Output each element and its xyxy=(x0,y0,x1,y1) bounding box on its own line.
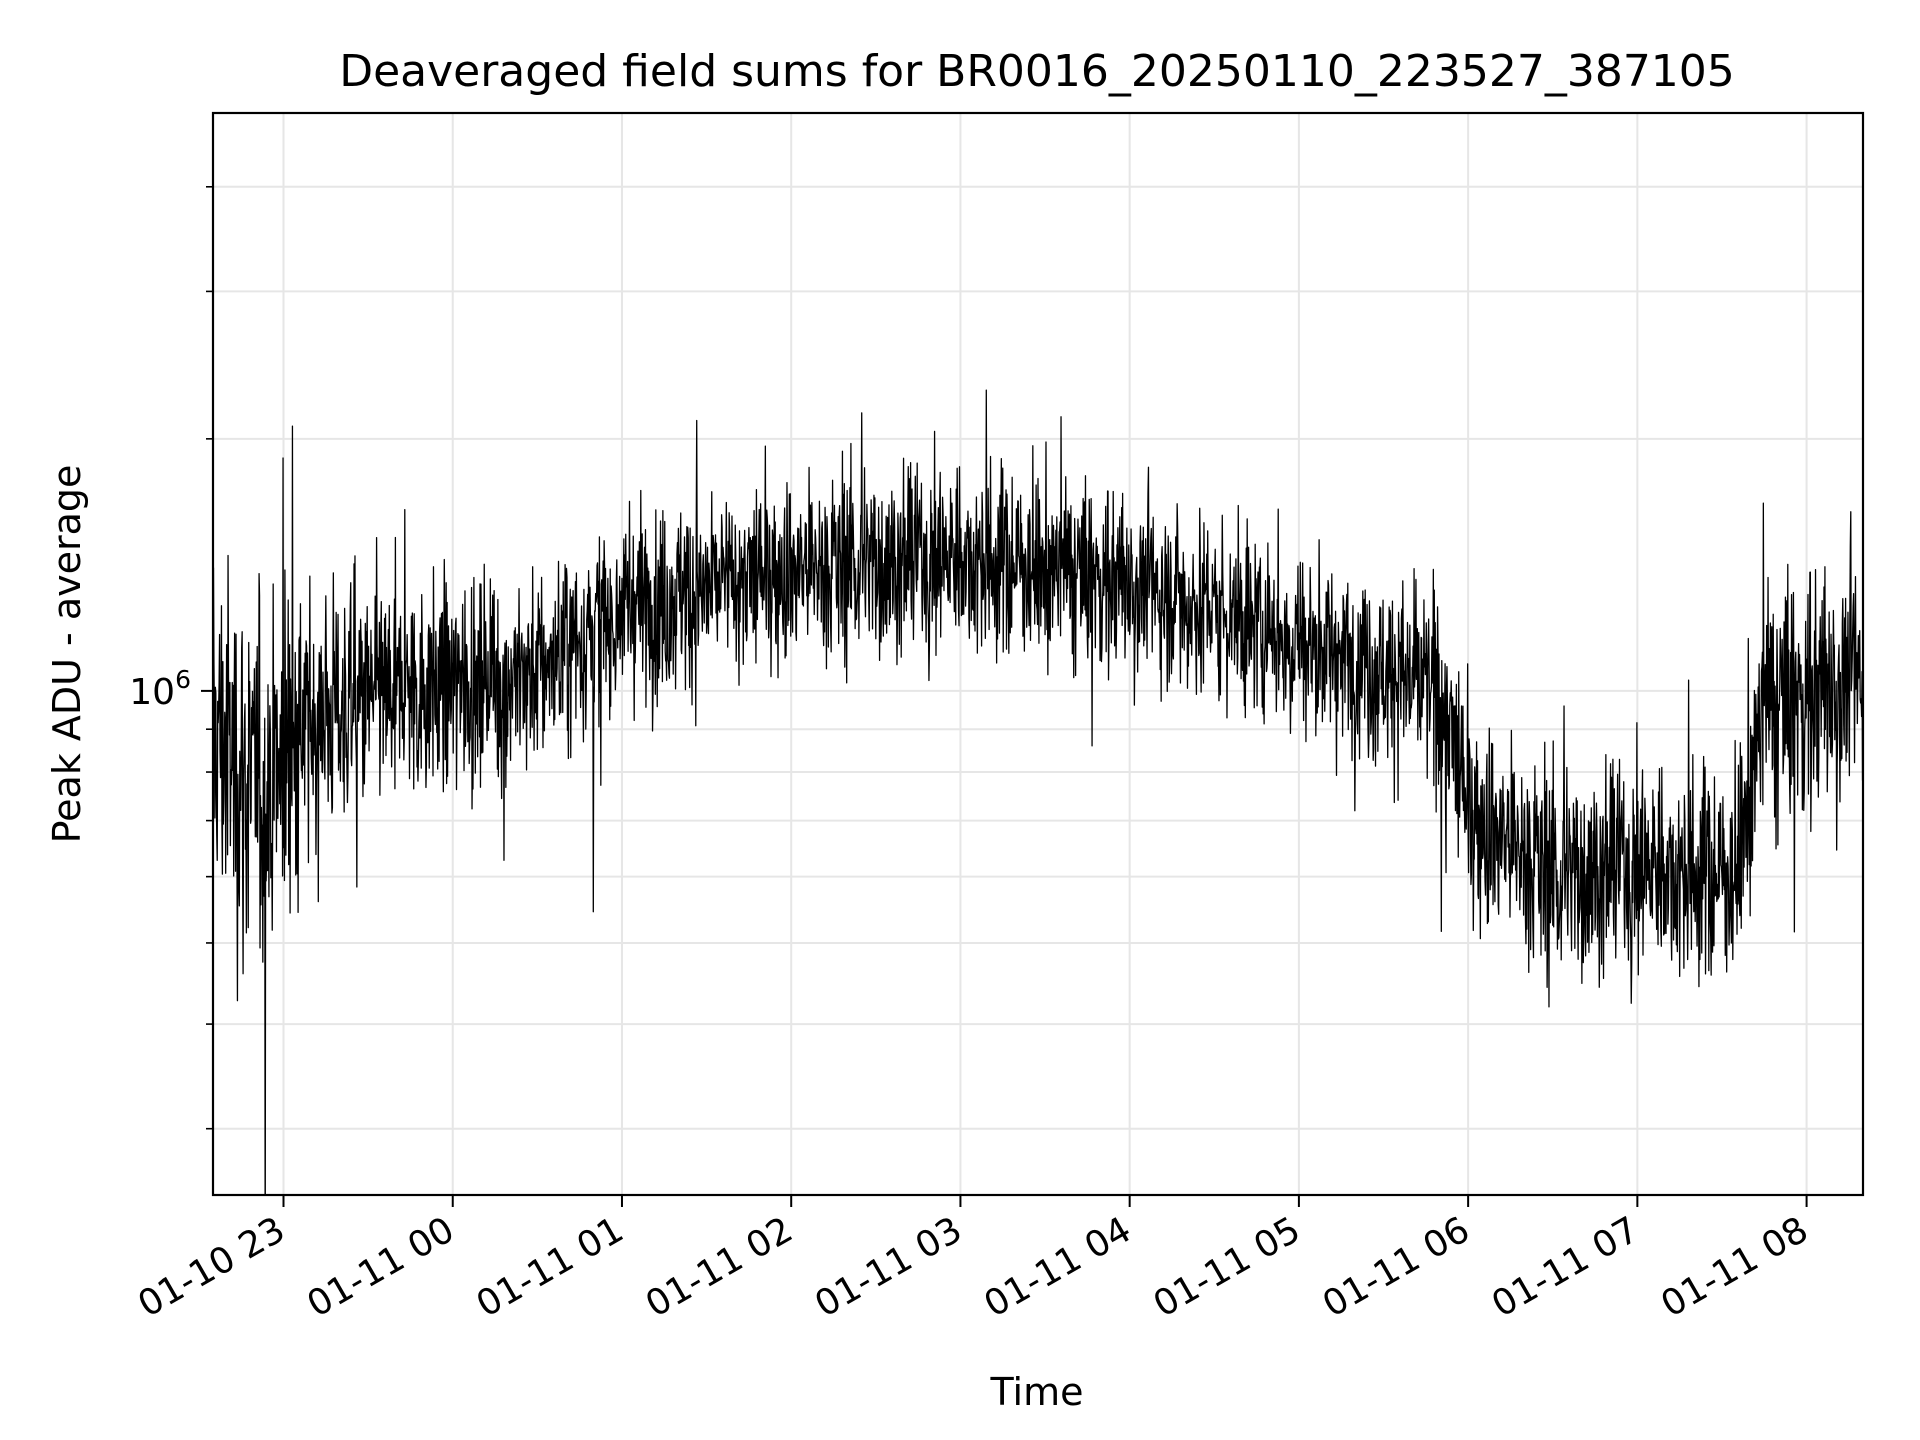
y-tick-label: 106 xyxy=(129,665,191,713)
y-axis-label: Peak ADU - average xyxy=(45,465,89,844)
chart-title: Deaveraged field sums for BR0016_2025011… xyxy=(339,46,1735,97)
plot-frame xyxy=(211,111,1865,1197)
y-axis: 106 xyxy=(129,185,213,1130)
series-line xyxy=(213,389,1863,1195)
grid xyxy=(213,113,1863,1195)
x-axis-label: Time xyxy=(990,1370,1084,1414)
